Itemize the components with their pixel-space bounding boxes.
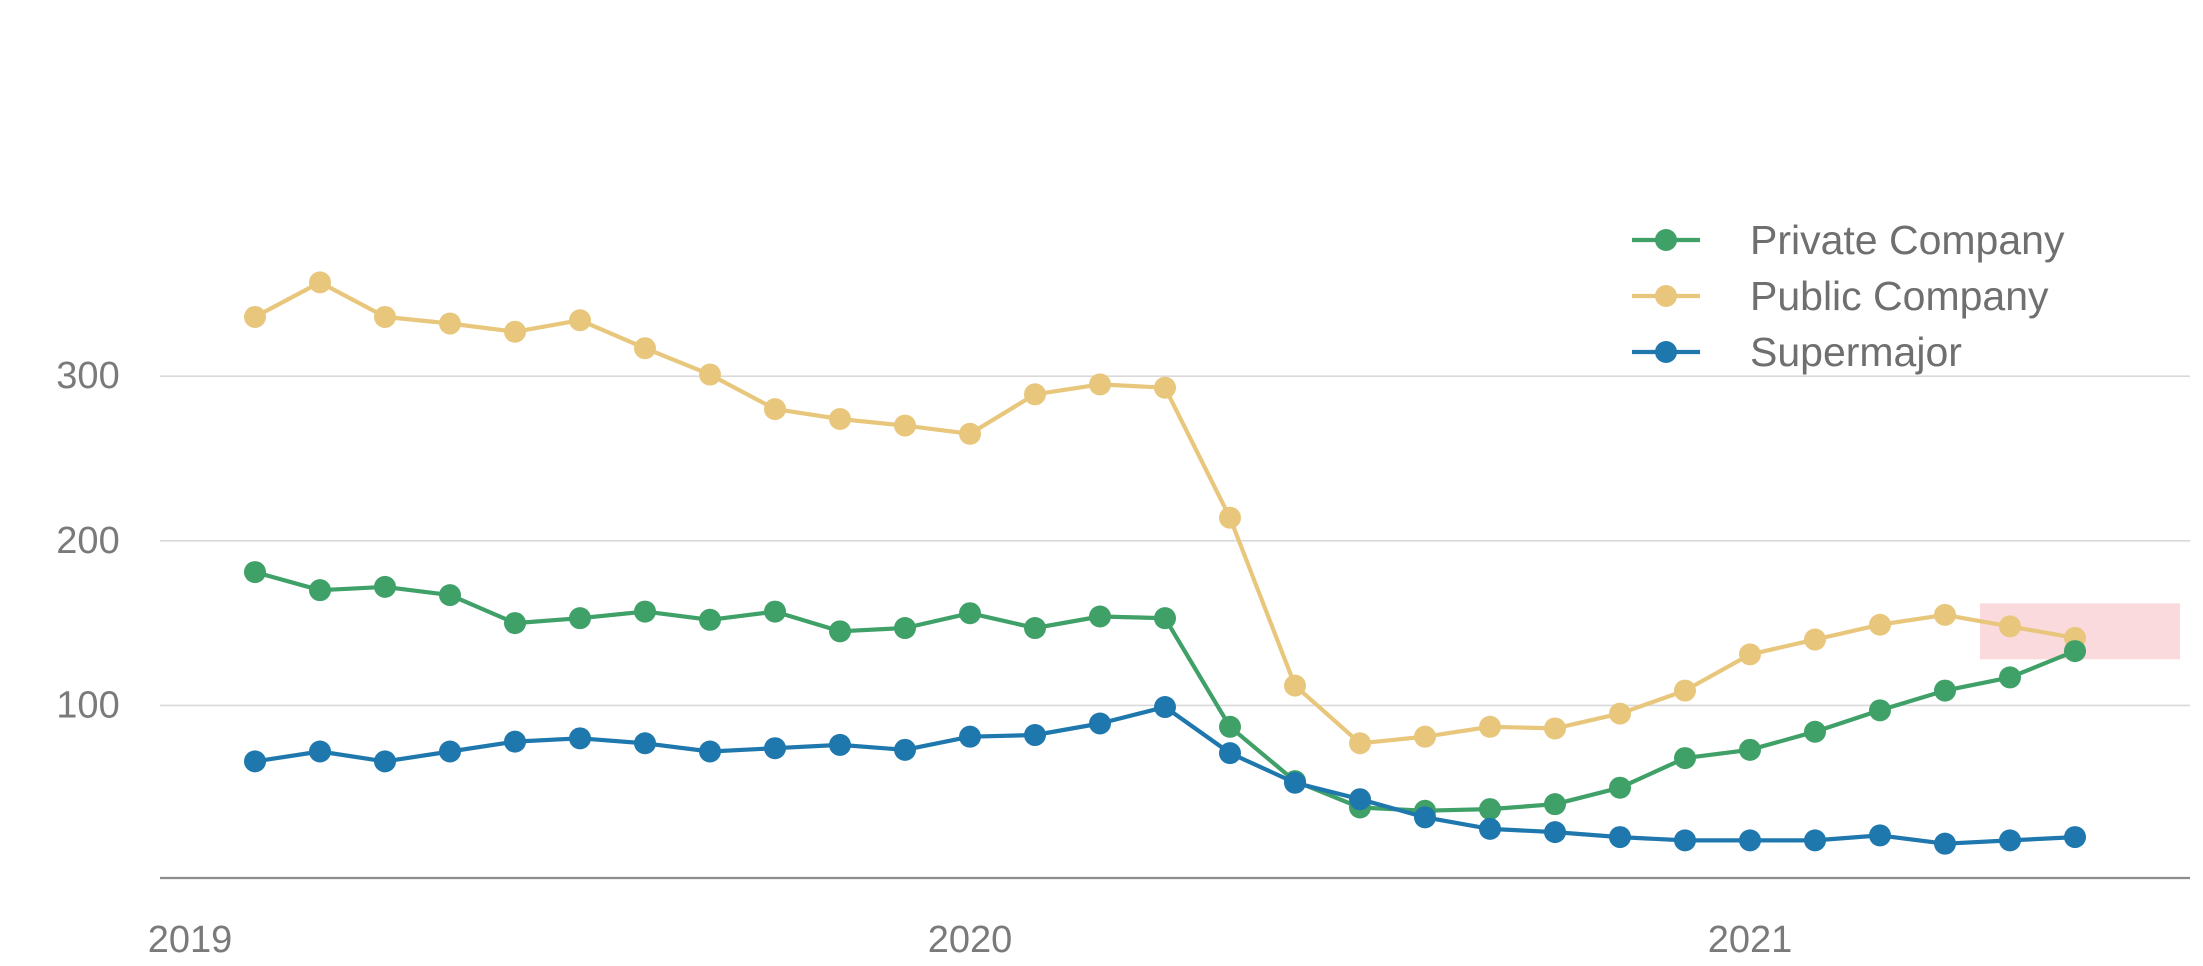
data-point [1219,742,1241,765]
data-point [1869,613,1891,636]
legend-marker [1655,341,1677,363]
data-point [634,337,656,360]
data-point [1154,696,1176,719]
data-point [829,407,851,430]
data-point [569,309,591,332]
data-point [2064,640,2086,663]
data-point [1089,605,1111,628]
data-point [1674,829,1696,852]
data-point [1609,776,1631,799]
data-point [1739,643,1761,666]
data-point [1024,383,1046,406]
legend-marker [1655,285,1677,307]
data-point [504,612,526,635]
x-tick-label: 2019 [148,919,233,961]
data-point [634,600,656,623]
data-point [504,730,526,753]
data-point [1674,747,1696,770]
data-point [1414,725,1436,748]
data-point [374,575,396,598]
data-point [439,740,461,763]
data-point [894,414,916,437]
data-point [1804,628,1826,651]
data-point [439,584,461,607]
data-point [959,725,981,748]
data-point [1349,788,1371,811]
data-point [1219,506,1241,529]
data-point [764,737,786,760]
x-tick-label: 2020 [928,919,1013,961]
data-point [244,750,266,773]
data-point [894,617,916,640]
data-point [1999,666,2021,689]
data-point [959,422,981,445]
data-point [699,740,721,763]
data-point [439,312,461,335]
data-point [1869,824,1891,847]
data-point [1479,798,1501,821]
series-line-2 [254,704,2076,846]
data-point [1934,679,1956,702]
y-tick-label: 300 [56,355,119,397]
data-point [829,733,851,756]
data-point [374,305,396,328]
data-point [569,727,591,750]
data-point [1089,712,1111,735]
data-point [1154,376,1176,399]
data-point [634,732,656,755]
data-point [1089,373,1111,396]
data-point [1739,738,1761,761]
data-point [244,561,266,584]
data-point [1934,603,1956,626]
data-point [1544,793,1566,816]
legend-label: Public Company [1750,273,2049,319]
data-point [1869,699,1891,722]
y-tick-label: 200 [56,520,119,562]
data-point [1804,720,1826,743]
data-point [374,750,396,773]
data-point [1154,607,1176,630]
data-point [1609,826,1631,849]
data-point [1804,829,1826,852]
data-point [699,608,721,631]
data-point [699,363,721,386]
data-point [1674,679,1696,702]
data-point [1544,821,1566,844]
data-point [959,602,981,625]
x-tick-label: 2021 [1708,919,1793,961]
data-point [1349,732,1371,755]
y-tick-label: 100 [56,684,119,726]
data-point [504,320,526,343]
data-point [1024,617,1046,640]
data-point [1609,702,1631,725]
data-point [309,271,331,294]
data-point [1284,674,1306,697]
data-point [1479,817,1501,840]
data-point [309,740,331,763]
data-point [829,620,851,643]
data-point [764,398,786,421]
data-point [1544,717,1566,740]
data-point [764,600,786,623]
data-point [244,305,266,328]
data-point [1414,806,1436,829]
data-point [1479,715,1501,738]
data-point [309,579,331,602]
legend-label: Private Company [1750,217,2065,263]
data-point [1024,724,1046,747]
data-point [1999,615,2021,638]
legend-label: Supermajor [1750,329,1962,375]
data-point [1219,715,1241,738]
data-point [894,738,916,761]
data-point [569,607,591,630]
data-point [1999,829,2021,852]
data-point [1284,771,1306,794]
legend-marker [1655,229,1677,251]
data-point [1739,829,1761,852]
data-point [1934,832,1956,855]
data-point [2064,826,2086,849]
